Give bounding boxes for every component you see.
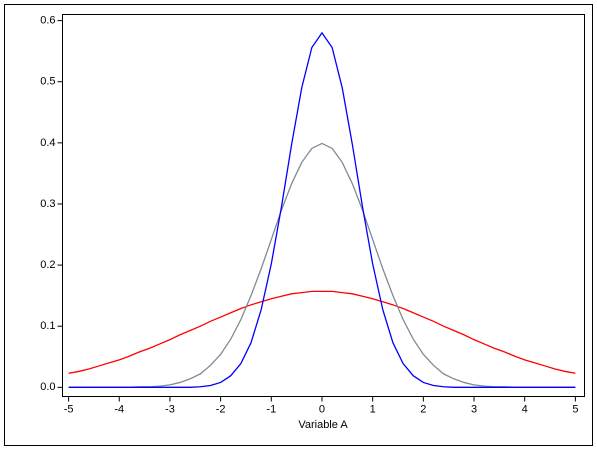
x-tick-label: -3 [165,403,175,415]
line-series [68,31,576,388]
x-tick-label: -4 [114,403,124,415]
y-tick-label: 0.6 [40,15,55,27]
x-tick-label: 1 [370,403,376,415]
x-tick-label: -2 [216,403,226,415]
y-tick-label: 0.5 [40,76,55,88]
x-tick-label: 0 [319,403,325,415]
x-tick-label: 3 [471,403,477,415]
y-tick-label: 0.2 [40,259,55,271]
plot-frame [62,14,585,397]
line-series [68,142,576,388]
x-tick-label: 4 [522,403,528,415]
line-series [68,290,576,374]
x-tick-label: -1 [266,403,276,415]
y-tick-label: 0.1 [40,320,55,332]
x-axis-label: Variable A [298,419,348,431]
y-tick-label: 0.3 [40,198,55,210]
x-tick-label: -5 [64,403,74,415]
x-tick-label: 2 [420,403,426,415]
y-tick-label: 0.0 [40,381,55,393]
y-tick-label: 0.4 [40,137,55,149]
x-tick-label: 5 [572,403,578,415]
outer-frame [4,4,593,446]
